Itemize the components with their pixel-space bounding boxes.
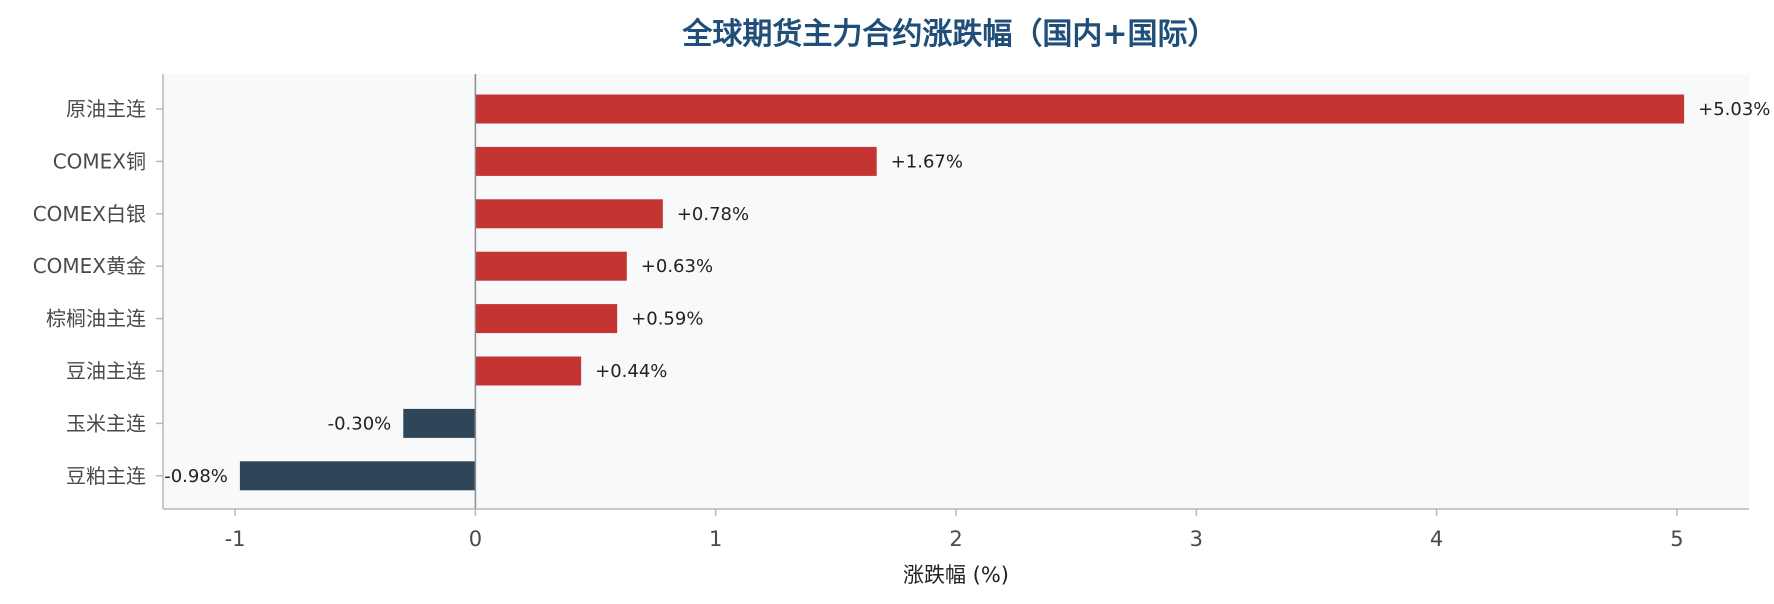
x-tick-label: 3 <box>1190 527 1203 551</box>
x-tick-labels: -1 0 1 2 3 4 5 <box>225 509 1684 551</box>
data-label: -0.30% <box>328 413 392 434</box>
data-label: +0.63% <box>641 256 713 277</box>
y-tick-label: 棕榈油主连 <box>46 307 146 331</box>
plot-background <box>163 74 1749 509</box>
y-tick-label: 豆油主连 <box>66 359 146 383</box>
bar-7 <box>239 461 476 491</box>
x-tick-label: 5 <box>1670 527 1683 551</box>
x-tick-label: 0 <box>469 527 482 551</box>
data-label: +0.44% <box>595 361 667 382</box>
bar-5 <box>475 356 582 386</box>
x-tick-label: 1 <box>709 527 722 551</box>
x-tick-label: -1 <box>225 527 246 551</box>
y-tick-label: 原油主连 <box>66 97 146 121</box>
data-label: +0.59% <box>631 309 703 330</box>
chart-title: 全球期货主力合约涨跌幅（国内+国际） <box>681 17 1217 52</box>
bar-2 <box>475 199 663 229</box>
y-tick-labels: 原油主连 COMEX铜 COMEX白银 COMEX黄金棕榈油主连豆油主连玉米主连豆粕主… <box>33 97 163 488</box>
bar-0 <box>475 94 1685 124</box>
data-label: -0.98% <box>164 466 228 487</box>
y-tick-label: COMEX白银 <box>33 202 146 226</box>
y-tick-label: 豆粕主连 <box>66 464 146 488</box>
data-label: +5.03% <box>1698 99 1770 120</box>
bar-3 <box>475 251 627 281</box>
data-label: +0.78% <box>677 204 749 225</box>
bar-4 <box>475 304 618 334</box>
x-axis-label: 涨跌幅 (%) <box>903 563 1009 587</box>
y-tick-label: 玉米主连 <box>66 411 146 435</box>
y-tick-label: COMEX黄金 <box>33 254 146 278</box>
x-tick-label: 2 <box>949 527 962 551</box>
y-tick-label: COMEX铜 <box>53 149 146 173</box>
bar-6 <box>403 408 476 438</box>
data-labels: +5.03% +1.67% +0.78% +0.63% +0.59% +0.44% -0.3… <box>164 99 1770 487</box>
data-label: +1.67% <box>891 151 963 172</box>
bar-1 <box>475 146 877 176</box>
bars-group <box>239 94 1685 491</box>
x-tick-label: 4 <box>1430 527 1443 551</box>
